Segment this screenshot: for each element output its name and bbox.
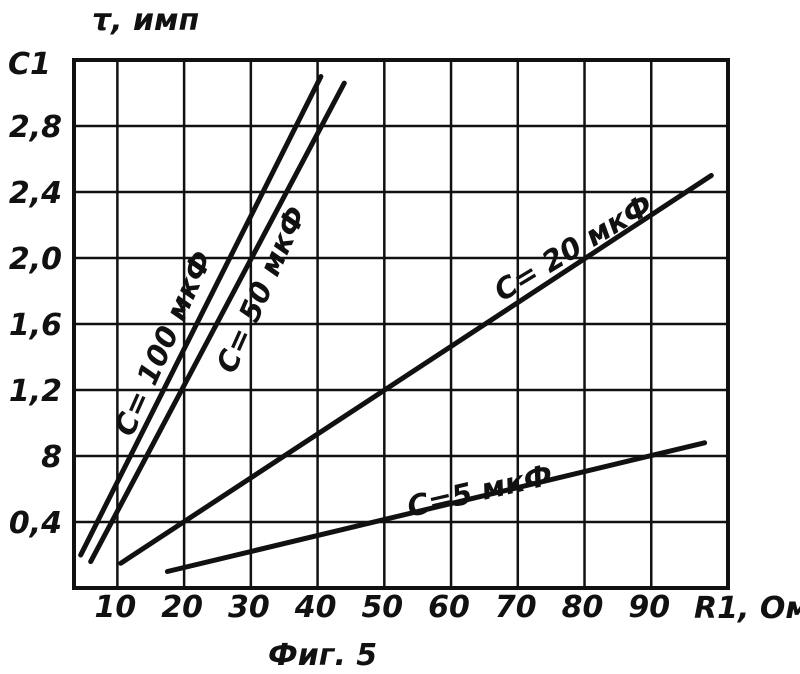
x-axis-title: R1, Ом <box>694 591 800 626</box>
y-tick-label: 1,6 <box>9 308 62 343</box>
figure-caption: Фиг. 5 <box>268 638 377 673</box>
x-tick-label: 70 <box>495 590 537 625</box>
y-tick-label: 8 <box>41 440 62 475</box>
x-tick-label: 20 <box>161 590 203 625</box>
x-tick-label: 60 <box>428 590 470 625</box>
x-tick-label: 90 <box>628 590 670 625</box>
y-tick-label: 2,0 <box>9 242 62 277</box>
x-tick-label: 50 <box>361 590 403 625</box>
y-tick-label: 1,2 <box>9 374 62 409</box>
x-tick-labels: 10 20 30 40 50 60 70 80 90 <box>95 590 671 625</box>
x-tick-label: 80 <box>562 590 604 625</box>
y-tick-label: 2,4 <box>9 176 62 211</box>
y-tick-label: 0,4 <box>9 506 62 541</box>
y-axis-title: τ, имп <box>92 3 199 38</box>
x-tick-label: 40 <box>294 590 337 625</box>
y-tick-label: 2,8 <box>9 110 62 145</box>
x-tick-label: 30 <box>228 590 270 625</box>
x-tick-label: 10 <box>95 590 137 625</box>
y-axis-subtitle: С1 <box>8 47 51 82</box>
